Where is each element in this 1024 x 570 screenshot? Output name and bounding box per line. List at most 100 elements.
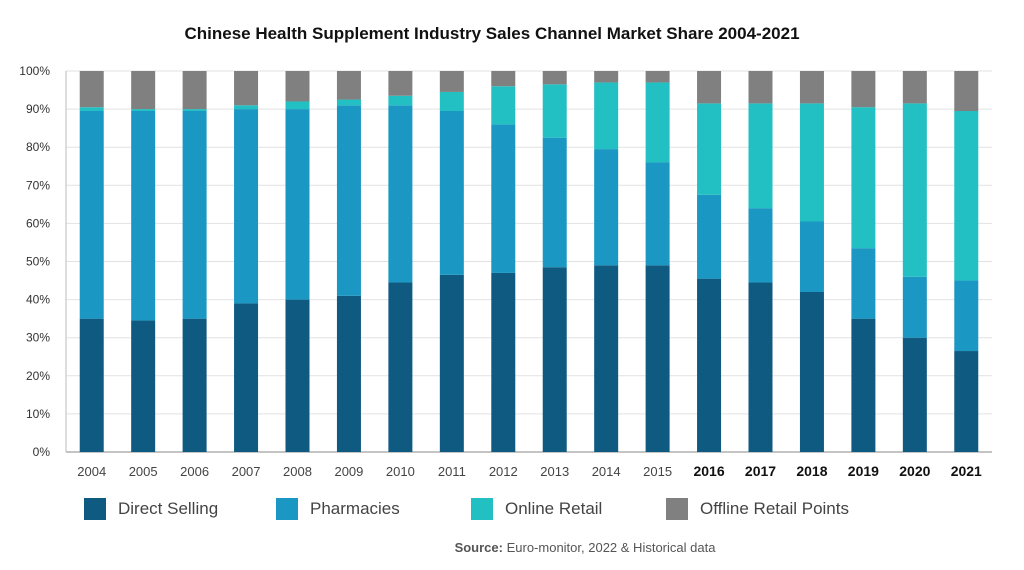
source-note: Source: Euro-monitor, 2022 & Historical … [0, 540, 1024, 555]
y-tick-label: 100% [19, 64, 50, 78]
bar-2017-offline-retail-points [748, 71, 773, 104]
legend-item-direct-selling: Direct Selling [84, 498, 218, 520]
bar-2021-direct-selling [954, 351, 979, 452]
bar-2005-pharmacies [131, 111, 156, 321]
x-tick-label: 2012 [489, 464, 518, 479]
bar-2014-online-retail [594, 82, 619, 150]
x-tick-label: 2018 [796, 463, 827, 479]
y-tick-label: 60% [26, 216, 50, 230]
bar-2006-direct-selling [182, 318, 207, 452]
bar-2014-direct-selling [594, 265, 619, 452]
y-tick-label: 70% [26, 178, 50, 192]
x-tick-label: 2006 [180, 464, 209, 479]
y-tick-label: 50% [26, 255, 50, 269]
bar-2012-direct-selling [491, 272, 516, 452]
bar-2010-offline-retail-points [388, 71, 413, 96]
bar-2013-online-retail [542, 84, 567, 138]
bar-2011-offline-retail-points [439, 71, 464, 92]
x-tick-label: 2004 [77, 464, 106, 479]
y-tick-label: 40% [26, 293, 50, 307]
bar-2013-direct-selling [542, 267, 567, 452]
bar-2009-direct-selling [336, 295, 361, 452]
bar-2016-offline-retail-points [697, 71, 722, 104]
bar-2009-online-retail [336, 99, 361, 106]
bar-2013-offline-retail-points [542, 71, 567, 85]
bar-2007-online-retail [234, 105, 259, 110]
bar-2020-pharmacies [902, 276, 927, 338]
y-tick-label: 0% [33, 445, 51, 459]
legend-label-direct-selling: Direct Selling [118, 499, 219, 518]
bar-2021-offline-retail-points [954, 71, 979, 112]
bar-2012-pharmacies [491, 124, 516, 273]
x-tick-label: 2019 [848, 463, 879, 479]
bar-2006-pharmacies [182, 111, 207, 319]
y-tick-label: 80% [26, 140, 50, 154]
bar-2015-online-retail [645, 82, 670, 163]
bar-2020-direct-selling [902, 337, 927, 452]
bar-2010-online-retail [388, 95, 413, 106]
bar-2010-pharmacies [388, 105, 413, 283]
legend-swatch-direct-selling [84, 498, 106, 520]
bar-2015-direct-selling [645, 265, 670, 452]
x-tick-label: 2016 [693, 463, 724, 479]
y-tick-label: 30% [26, 331, 50, 345]
x-tick-label: 2014 [592, 464, 621, 479]
bar-2014-pharmacies [594, 149, 619, 266]
stacked-bar-chart: 0% 10% 20% 30% 40% 50% 60% 70% 80% 90% 100% 2004 200… [19, 64, 992, 479]
bar-2010-direct-selling [388, 282, 413, 452]
legend-swatch-pharmacies [276, 498, 298, 520]
bar-2018-direct-selling [799, 291, 824, 452]
legend-label-pharmacies: Pharmacies [310, 499, 400, 518]
bar-2004-offline-retail-points [79, 71, 104, 108]
bar-2017-pharmacies [748, 208, 773, 283]
bar-2014-offline-retail-points [594, 71, 619, 83]
bar-2016-online-retail [697, 103, 722, 195]
bar-2019-offline-retail-points [851, 71, 876, 108]
source-label: Source: [454, 540, 503, 555]
bar-2008-online-retail [285, 101, 310, 110]
bar-2012-offline-retail-points [491, 71, 516, 87]
bar-2007-direct-selling [234, 303, 259, 452]
x-tick-label: 2011 [438, 464, 466, 479]
legend-swatch-online-retail [471, 498, 493, 520]
legend-swatch-offline-retail-points [666, 498, 688, 520]
bar-2009-pharmacies [336, 105, 361, 296]
bar-2021-online-retail [954, 111, 979, 281]
bar-2004-pharmacies [79, 111, 104, 319]
bar-2007-offline-retail-points [234, 71, 259, 106]
bar-2019-pharmacies [851, 248, 876, 319]
bar-2006-offline-retail-points [182, 71, 207, 110]
bar-2012-online-retail [491, 86, 516, 125]
bar-2013-pharmacies [542, 137, 567, 268]
bar-2016-direct-selling [697, 278, 722, 452]
x-tick-label: 2010 [386, 464, 415, 479]
bar-2015-offline-retail-points [645, 71, 670, 83]
bar-2018-online-retail [799, 103, 824, 222]
bar-2020-offline-retail-points [902, 71, 927, 104]
bar-2018-pharmacies [799, 221, 824, 292]
bar-2008-direct-selling [285, 299, 310, 452]
x-tick-label: 2009 [334, 464, 363, 479]
bar-2008-pharmacies [285, 109, 310, 300]
x-tick-label: 2015 [643, 464, 672, 479]
bar-2017-direct-selling [748, 282, 773, 452]
bar-2005-offline-retail-points [131, 71, 156, 110]
source-text: Euro-monitor, 2022 & Historical data [506, 540, 716, 555]
x-tick-label: 2008 [283, 464, 312, 479]
chart-title: Chinese Health Supplement Industry Sales… [184, 24, 800, 43]
bar-2011-pharmacies [439, 111, 464, 275]
bar-2021-pharmacies [954, 280, 979, 352]
bar-2011-direct-selling [439, 274, 464, 452]
bar-2016-pharmacies [697, 194, 722, 279]
bar-2019-online-retail [851, 107, 876, 249]
x-tick-label: 2021 [951, 463, 982, 479]
y-tick-label: 20% [26, 369, 50, 383]
legend-item-offline-retail-points: Offline Retail Points [666, 498, 849, 520]
bar-2009-offline-retail-points [336, 71, 361, 100]
bar-2017-online-retail [748, 103, 773, 209]
bar-2004-online-retail [79, 107, 104, 112]
bar-2006-online-retail [182, 109, 207, 112]
x-tick-label: 2005 [129, 464, 158, 479]
bar-2015-pharmacies [645, 162, 670, 266]
legend-label-online-retail: Online Retail [505, 499, 603, 518]
